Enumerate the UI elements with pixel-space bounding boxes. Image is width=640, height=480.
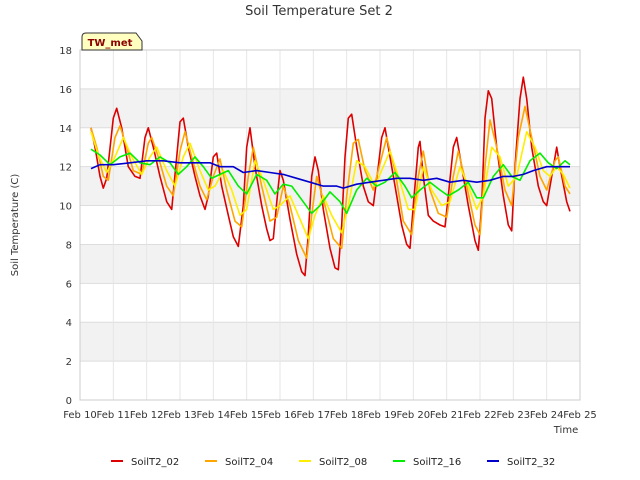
legend-item-soilt2_08: SoilT2_08 <box>299 457 367 468</box>
background-band <box>80 361 580 400</box>
legend-item-soilt2_02: SoilT2_02 <box>111 457 179 468</box>
legend: SoilT2_02 SoilT2_04 SoilT2_08 SoilT2_16 Soil… <box>111 457 555 468</box>
x-tick-label: Feb 19 <box>363 410 397 421</box>
series-line-soilt2_04 <box>90 105 571 259</box>
series-layer <box>90 76 571 277</box>
x-tick-label: Feb 14 <box>197 410 231 421</box>
x-tick-label: Feb 16 <box>263 410 297 421</box>
x-tick-label: Feb 24 <box>530 410 564 421</box>
y-tick-label: 16 <box>59 85 72 96</box>
x-axis-ticks: Feb 10 Feb 11 Feb 12 Feb 13 Feb 14 Feb 15 Feb … <box>63 410 597 421</box>
legend-label: SoilT2_04 <box>225 457 273 468</box>
y-axis-ticks: 0 2 4 6 8 10 12 14 16 18 <box>59 46 72 407</box>
x-tick-label: Feb 15 <box>230 410 264 421</box>
background-band <box>80 322 580 362</box>
y-tick-label: 10 <box>59 202 72 213</box>
legend-label: SoilT2_16 <box>413 457 461 468</box>
x-tick-label: Feb 10 <box>63 410 97 421</box>
legend-label: SoilT2_32 <box>507 457 555 468</box>
site-badge: TW_met <box>81 32 143 51</box>
legend-item-soilt2_04: SoilT2_04 <box>205 457 273 468</box>
background-band <box>80 88 580 128</box>
legend-item-soilt2_32: SoilT2_32 <box>487 457 555 468</box>
y-tick-label: 4 <box>66 318 72 329</box>
background-band <box>80 50 580 89</box>
x-tick-label: Feb 21 <box>430 410 464 421</box>
series-line-soilt2_02 <box>90 76 571 277</box>
x-tick-label: Feb 22 <box>463 410 497 421</box>
y-tick-label: 2 <box>66 357 72 368</box>
x-tick-label: Feb 11 <box>97 410 131 421</box>
site-badge-label: TW_met <box>88 38 133 49</box>
x-tick-label: Feb 20 <box>397 410 431 421</box>
series-line-soilt2_16 <box>90 148 571 215</box>
y-tick-label: 12 <box>59 163 72 174</box>
background-band <box>80 283 580 323</box>
legend-item-soilt2_16: SoilT2_16 <box>393 457 461 468</box>
y-tick-label: 0 <box>66 396 72 407</box>
x-tick-label: Feb 18 <box>330 410 364 421</box>
legend-label: SoilT2_08 <box>319 457 367 468</box>
y-tick-label: 14 <box>59 124 72 135</box>
chart-title: Soil Temperature Set 2 <box>245 4 393 19</box>
x-tick-label: Feb 13 <box>163 410 197 421</box>
x-axis-label: Time <box>553 425 578 436</box>
series-line-soilt2_08 <box>90 130 571 240</box>
y-tick-label: 6 <box>66 279 72 290</box>
series-line-soilt2_32 <box>90 160 570 189</box>
x-tick-label: Feb 12 <box>130 410 164 421</box>
y-tick-label: 18 <box>59 46 72 57</box>
x-tick-label: Feb 23 <box>497 410 531 421</box>
site-badge-box <box>81 32 143 51</box>
x-tick-label: Feb 17 <box>297 410 331 421</box>
y-tick-label: 8 <box>66 240 72 251</box>
plot-frame <box>79 49 581 401</box>
y-axis-label: Soil Temperature (C) <box>10 174 21 277</box>
legend-label: SoilT2_02 <box>131 457 179 468</box>
x-tick-label: Feb 25 <box>563 410 597 421</box>
